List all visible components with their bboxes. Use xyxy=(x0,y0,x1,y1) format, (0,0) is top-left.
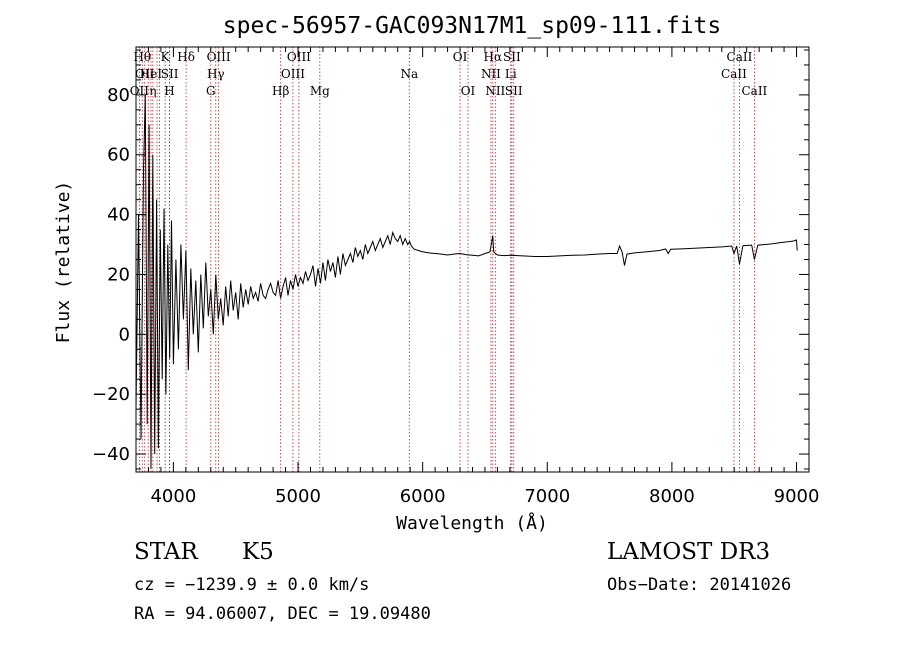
y-tick-label: −40 xyxy=(92,444,130,465)
chart-title: spec-56957-GAC093N17M1_sp09-111.fits xyxy=(223,13,722,39)
redshift-line: cz = −1239.9 ± 0.0 km/s xyxy=(134,575,369,595)
plot-frame xyxy=(135,46,810,473)
line-label: OIII xyxy=(207,50,231,64)
y-tick-label: 0 xyxy=(119,324,130,345)
line-label: OI xyxy=(461,84,476,98)
line-label: OIII xyxy=(287,50,311,64)
y-tick-label: 40 xyxy=(107,205,130,226)
line-label: Hθ xyxy=(133,50,151,64)
line-label: SII xyxy=(161,67,179,81)
spectral-line-labels: OIIHθOIIHeIηKHSIIHδGHγOIIIHβOIIIOIIIMgNa… xyxy=(130,50,768,98)
line-label: η xyxy=(149,84,156,98)
line-label: Hγ xyxy=(207,67,225,81)
line-label: NII xyxy=(485,84,505,98)
y-axis: −40 −20 0 20 40 60 80 xyxy=(92,49,809,470)
y-axis-label: Flux (relative) xyxy=(53,181,74,344)
x-tick-label: 8000 xyxy=(649,486,695,507)
y-tick-label: 60 xyxy=(107,145,130,166)
line-label: G xyxy=(206,84,216,98)
line-label: Na xyxy=(400,67,418,81)
line-label: OI xyxy=(453,50,468,64)
line-label: SII xyxy=(503,50,521,64)
x-tick-label: 4000 xyxy=(150,486,196,507)
line-label: HeI xyxy=(140,67,163,81)
line-label: Hα xyxy=(484,50,503,64)
coordinates: RA = 94.06007, DEC = 19.09480 xyxy=(134,604,431,624)
y-tick-label: −20 xyxy=(92,384,130,405)
line-label: SII xyxy=(505,84,523,98)
line-label: K xyxy=(161,50,171,64)
object-class: STAR xyxy=(134,539,198,565)
line-label: Hδ xyxy=(177,50,195,64)
object-subclass: K5 xyxy=(242,539,274,565)
x-tick-label: 6000 xyxy=(400,486,446,507)
line-label: OII xyxy=(130,84,150,98)
obs-date: Obs−Date: 20141026 xyxy=(607,575,791,595)
x-tick-label: 9000 xyxy=(774,486,820,507)
x-axis: 4000 5000 6000 7000 8000 9000 xyxy=(135,47,820,507)
line-label: CaII xyxy=(741,84,767,98)
x-axis-label: Wavelength (Å) xyxy=(396,512,548,534)
line-label: Mg xyxy=(310,84,330,98)
line-label: NII xyxy=(481,67,501,81)
line-label: Li xyxy=(505,67,517,81)
y-tick-label: 20 xyxy=(107,264,130,285)
line-label: OII xyxy=(135,67,155,81)
line-label: CaII xyxy=(721,67,747,81)
line-label: H xyxy=(164,84,174,98)
survey-name: LAMOST DR3 xyxy=(607,539,770,565)
x-tick-label: 5000 xyxy=(275,486,321,507)
y-tick-label: 80 xyxy=(107,85,130,106)
x-tick-label: 7000 xyxy=(524,486,570,507)
spectrum-line xyxy=(135,94,798,470)
line-label: OIII xyxy=(281,67,305,81)
spectral-line-markers xyxy=(138,47,755,472)
line-label: Hβ xyxy=(272,84,289,98)
line-label: CaII xyxy=(727,50,753,64)
